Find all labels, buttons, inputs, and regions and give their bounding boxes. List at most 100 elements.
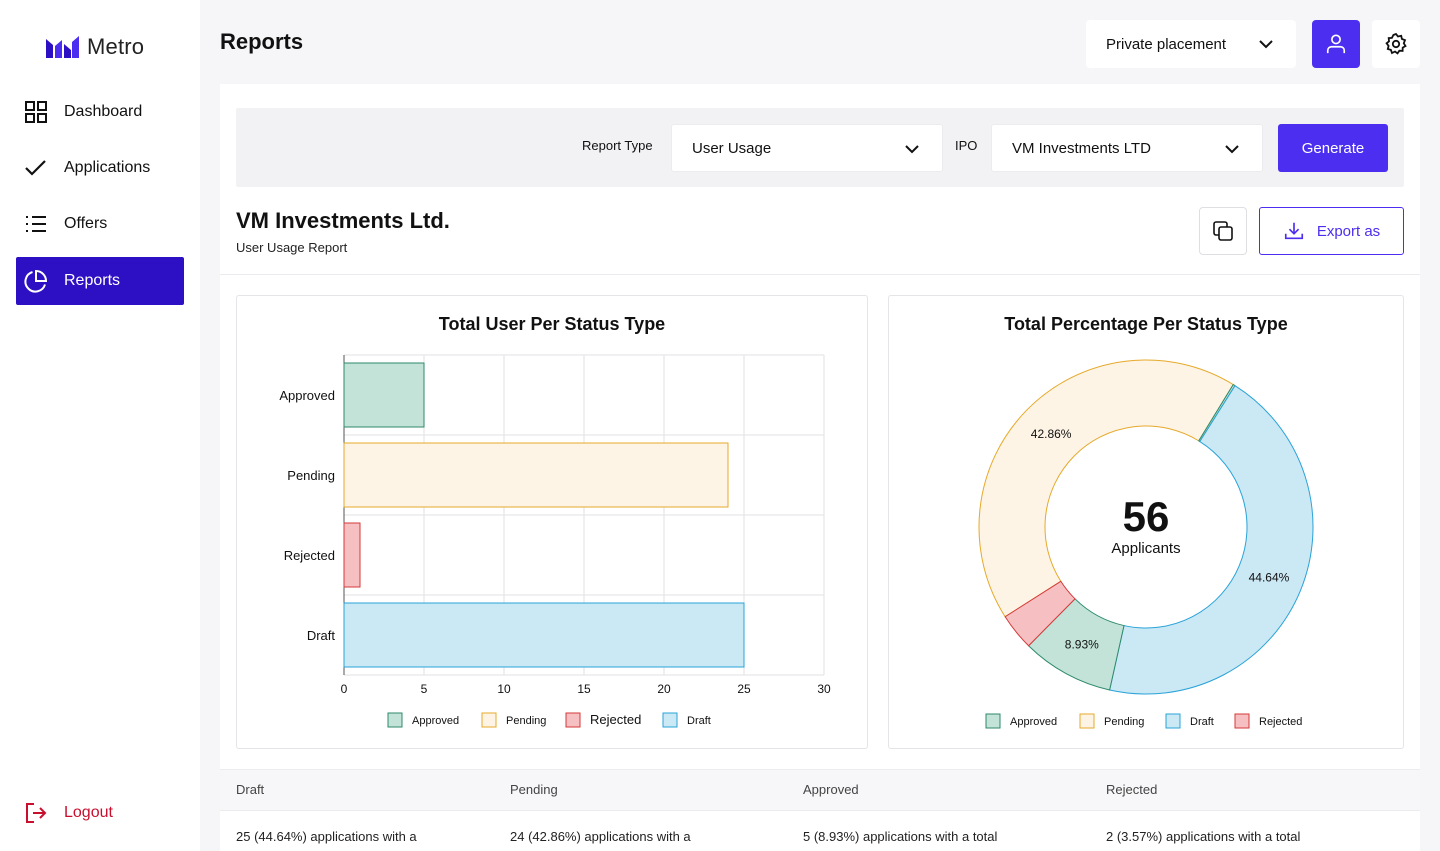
- grid-icon: [25, 101, 47, 123]
- legend-label-approved: Approved: [1010, 716, 1057, 728]
- bar-chart-card: Total User Per Status Type 0 5 10 15 20 25 30 A…: [236, 295, 868, 749]
- list-icon: [26, 216, 46, 232]
- sidebar-item-dashboard[interactable]: Dashboard: [16, 88, 184, 136]
- sidebar-item-label: Reports: [64, 272, 121, 289]
- logout-icon: [26, 803, 47, 823]
- legend-swatch-approved: [985, 713, 1001, 729]
- gear-icon: [1385, 32, 1407, 55]
- user-icon: [1326, 34, 1346, 54]
- logout-button[interactable]: Logout: [16, 789, 184, 837]
- sidebar-item-reports[interactable]: Reports: [16, 257, 184, 305]
- y-tick-label: Approved: [279, 388, 335, 403]
- summary-header-draft: Draft: [236, 782, 265, 797]
- legend-label-pending: Pending: [506, 715, 546, 727]
- legend-label-rejected: Rejected: [590, 712, 641, 727]
- sidebar-item-label: Applications: [64, 159, 151, 176]
- download-icon: [1284, 222, 1303, 240]
- legend-swatch-rejected: [565, 712, 581, 728]
- legend-label-approved: Approved: [412, 715, 459, 727]
- x-tick-label: 15: [577, 682, 591, 696]
- settings-button[interactable]: [1372, 20, 1420, 68]
- page-title: Reports: [220, 29, 304, 54]
- legend-label-rejected: Rejected: [1259, 716, 1302, 728]
- ipo-value: VM Investments LTD: [1012, 139, 1151, 157]
- donut-chart-card: Total Percentage Per Status Type 42.86% 4…: [888, 295, 1404, 749]
- app-name: Metro: [87, 34, 145, 59]
- export-button[interactable]: Export as: [1259, 207, 1404, 255]
- user-profile-button[interactable]: [1312, 20, 1360, 68]
- legend-swatch-pending: [481, 712, 497, 728]
- donut-center-label: Applicants: [1111, 540, 1180, 557]
- logout-label: Logout: [64, 804, 113, 821]
- summary-cell-approved: 5 (8.93%) applications with a total: [803, 829, 998, 844]
- report-subtitle: User Usage Report: [236, 240, 348, 255]
- legend-swatch-pending: [1079, 713, 1095, 729]
- x-tick-label: 10: [497, 682, 511, 696]
- summary-header-rejected: Rejected: [1106, 782, 1158, 797]
- generate-button[interactable]: Generate: [1278, 124, 1388, 172]
- x-tick-label: 20: [657, 682, 671, 696]
- report-card: Report Type User Usage IPO VM Investment…: [220, 84, 1420, 851]
- x-tick-label: 0: [341, 682, 348, 696]
- slice-label: 8.93%: [1065, 638, 1099, 652]
- report-type-value: User Usage: [692, 139, 772, 157]
- check-icon: [25, 160, 46, 176]
- slice-rejected: [1004, 580, 1076, 647]
- ipo-label: IPO: [955, 138, 978, 153]
- legend-swatch-rejected: [1234, 713, 1250, 729]
- report-title: VM Investments Ltd.: [236, 208, 450, 233]
- chevron-down-icon: [1225, 145, 1239, 154]
- summary-header-row: Draft Pending Approved Rejected: [220, 769, 1420, 811]
- slice-pending: [978, 359, 1234, 618]
- report-type-select[interactable]: User Usage: [671, 124, 943, 172]
- filter-bar: Report Type User Usage IPO VM Investment…: [236, 108, 1404, 187]
- placement-select-value: Private placement: [1106, 35, 1227, 53]
- sidebar-item-label: Offers: [64, 215, 108, 232]
- sidebar-item-applications[interactable]: Applications: [16, 144, 184, 192]
- bar-rejected: [343, 522, 361, 588]
- x-tick-label: 30: [817, 682, 831, 696]
- sidebar-item-offers[interactable]: Offers: [16, 200, 184, 248]
- bar-chart-title: Total User Per Status Type: [438, 314, 666, 334]
- sidebar-item-label: Dashboard: [64, 103, 143, 120]
- app-logo[interactable]: Metro: [46, 34, 144, 60]
- legend-label-draft: Draft: [1190, 716, 1214, 728]
- pie-chart-icon: [24, 269, 48, 293]
- sidebar: Metro Dashboard Applications Offers Repo…: [0, 0, 200, 851]
- legend-label-pending: Pending: [1104, 716, 1144, 728]
- slice-label: 42.86%: [1031, 427, 1072, 441]
- legend-swatch-draft: [662, 712, 678, 728]
- legend-swatch-draft: [1165, 713, 1181, 729]
- y-tick-label: Rejected: [284, 548, 335, 563]
- summary-cell-draft: 25 (44.64%) applications with a: [236, 829, 417, 844]
- donut-chart-title: Total Percentage Per Status Type: [1004, 314, 1288, 334]
- report-type-label: Report Type: [582, 138, 653, 153]
- bar-draft: [343, 602, 745, 668]
- slice-label: 44.64%: [1249, 571, 1290, 585]
- summary-cell-rejected: 2 (3.57%) applications with a total: [1106, 829, 1301, 844]
- summary-cell-pending: 24 (42.86%) applications with a: [510, 829, 691, 844]
- legend-label-draft: Draft: [687, 715, 711, 727]
- x-tick-label: 5: [421, 682, 428, 696]
- legend-swatch-approved: [387, 712, 403, 728]
- placement-select[interactable]: Private placement: [1086, 20, 1296, 68]
- bar-approved: [343, 362, 425, 428]
- donut-center-value: 56: [1123, 493, 1170, 540]
- summary-header-pending: Pending: [510, 782, 558, 797]
- summary-header-approved: Approved: [803, 782, 859, 797]
- copy-button[interactable]: [1199, 207, 1247, 255]
- bar-pending: [343, 442, 729, 508]
- slice-draft: [1109, 385, 1314, 695]
- ipo-select[interactable]: VM Investments LTD: [991, 124, 1263, 172]
- export-label: Export as: [1316, 222, 1381, 240]
- copy-icon: [1213, 221, 1233, 241]
- y-tick-label: Draft: [307, 628, 336, 643]
- chevron-down-icon: [1259, 40, 1273, 49]
- y-tick-label: Pending: [287, 468, 335, 483]
- chevron-down-icon: [905, 145, 919, 154]
- metro-logo-icon: [46, 36, 79, 58]
- bar-chart: 0 5 10 15 20 25 30 Approved Pending Rejected Draft…: [279, 354, 831, 728]
- x-tick-label: 25: [737, 682, 751, 696]
- divider: [220, 274, 1420, 275]
